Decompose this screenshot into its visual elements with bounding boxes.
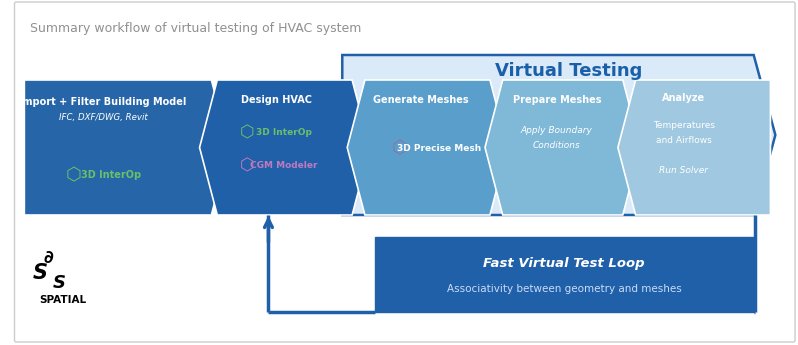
Text: S: S xyxy=(53,274,65,292)
Polygon shape xyxy=(342,55,776,215)
Text: ⬡: ⬡ xyxy=(392,139,408,157)
Text: CGM Modeler: CGM Modeler xyxy=(251,160,318,169)
Polygon shape xyxy=(618,80,770,215)
FancyBboxPatch shape xyxy=(375,237,753,312)
Text: Import + Filter Building Model: Import + Filter Building Model xyxy=(19,97,187,107)
Text: Associativity between geometry and meshes: Associativity between geometry and meshe… xyxy=(447,284,681,294)
Text: Conditions: Conditions xyxy=(533,140,581,149)
Polygon shape xyxy=(347,80,508,215)
Text: Run Solver: Run Solver xyxy=(659,166,709,175)
Text: ∂: ∂ xyxy=(43,249,53,267)
Text: SPATIAL: SPATIAL xyxy=(39,295,86,305)
Text: Summary workflow of virtual testing of HVAC system: Summary workflow of virtual testing of H… xyxy=(30,22,361,35)
Text: Apply Boundary: Apply Boundary xyxy=(521,126,593,135)
Text: and Airflows: and Airflows xyxy=(656,136,712,145)
FancyBboxPatch shape xyxy=(14,2,795,342)
Text: Virtual Testing: Virtual Testing xyxy=(495,62,642,80)
Text: Generate Meshes: Generate Meshes xyxy=(373,95,469,105)
Text: 3D Precise Mesh: 3D Precise Mesh xyxy=(397,144,481,152)
Text: Temperatures: Temperatures xyxy=(653,120,715,129)
Text: Analyze: Analyze xyxy=(662,93,705,103)
Text: 3D InterOp: 3D InterOp xyxy=(256,128,312,137)
Text: Prepare Meshes: Prepare Meshes xyxy=(512,95,601,105)
Text: Design HVAC: Design HVAC xyxy=(240,95,311,105)
Text: ⬡: ⬡ xyxy=(65,166,81,184)
Text: S: S xyxy=(33,263,48,283)
Polygon shape xyxy=(200,80,369,215)
Text: Fast Virtual Test Loop: Fast Virtual Test Loop xyxy=(484,256,645,269)
Polygon shape xyxy=(485,80,641,215)
Polygon shape xyxy=(25,80,229,215)
Text: IFC, DXF/DWG, Revit: IFC, DXF/DWG, Revit xyxy=(58,112,148,121)
Text: 3D InterOp: 3D InterOp xyxy=(81,170,140,180)
Text: ⬡: ⬡ xyxy=(239,123,254,141)
Text: ⬡: ⬡ xyxy=(239,156,254,174)
